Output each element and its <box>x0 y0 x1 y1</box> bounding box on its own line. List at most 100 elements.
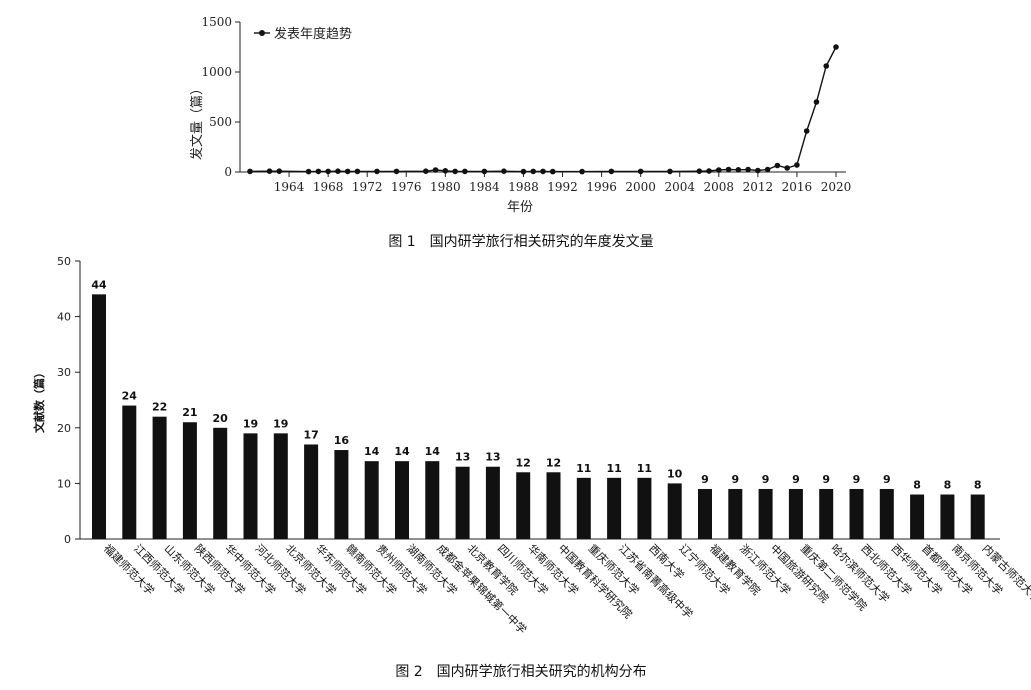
bar <box>395 461 409 539</box>
bar-value-label: 8 <box>944 479 952 492</box>
bar-chart-y-axis-label: 文献数（篇） <box>32 367 46 433</box>
bar <box>364 461 379 539</box>
bar <box>92 294 106 539</box>
bar <box>698 488 712 539</box>
bar-value-label: 9 <box>731 473 739 486</box>
bar <box>758 488 773 539</box>
figure-2-caption: 图 2 国内研学旅行相关研究的机构分布 <box>395 664 646 680</box>
figure-1-caption: 图 1 国内研学旅行相关研究的年度发文量 <box>388 234 653 250</box>
x-tick-label: 1968 <box>313 180 344 194</box>
data-point <box>813 99 820 105</box>
bar-value-label: 13 <box>485 451 500 464</box>
bar <box>910 494 925 539</box>
x-tick-label: 2008 <box>704 180 735 194</box>
bar <box>334 450 349 539</box>
bar-value-label: 24 <box>122 390 138 403</box>
data-point <box>745 166 751 173</box>
bar <box>849 488 864 539</box>
data-point <box>696 168 703 174</box>
legend: 发表年度趋势 <box>254 26 352 42</box>
bar-value-label: 14 <box>364 445 380 458</box>
data-point <box>305 168 312 175</box>
data-point <box>462 168 468 175</box>
bar-value-label: 22 <box>152 401 167 414</box>
bar-value-label: 14 <box>425 445 441 458</box>
bar <box>667 483 682 539</box>
bar <box>485 466 500 539</box>
legend-label: 发表年度趋势 <box>274 26 352 42</box>
bar-value-label: 9 <box>701 473 709 486</box>
bar <box>425 461 440 539</box>
data-point <box>520 168 527 175</box>
y-tick-label: 1000 <box>201 65 232 79</box>
bar <box>122 405 137 539</box>
x-tick-label: 2004 <box>664 180 695 194</box>
data-point <box>423 168 429 174</box>
legend-dot-marker <box>259 30 265 36</box>
bar <box>879 488 894 539</box>
bar <box>213 427 228 539</box>
data-point <box>735 167 742 173</box>
data-point <box>667 168 673 175</box>
data-point <box>247 168 253 175</box>
bar-value-label: 12 <box>546 456 561 469</box>
bar-value-label: 8 <box>913 479 921 492</box>
bar <box>243 433 258 539</box>
series-line <box>249 46 837 173</box>
data-point <box>374 168 380 175</box>
data-point <box>764 166 771 173</box>
data-point <box>344 168 351 175</box>
x-tick-label: 1988 <box>508 180 539 194</box>
x-tick-label: 1964 <box>274 180 305 194</box>
bar-value-label: 9 <box>883 473 891 486</box>
bar-value-label: 14 <box>394 445 410 458</box>
bar-value-label: 12 <box>516 456 531 469</box>
y-tick-label: 10 <box>57 477 71 490</box>
data-point <box>354 168 361 175</box>
bar-value-label: 9 <box>792 473 800 486</box>
x-tick-label: 2020 <box>821 180 852 194</box>
data-point <box>637 168 644 175</box>
x-tick-label: 1980 <box>430 180 461 194</box>
bar <box>516 472 531 539</box>
bar-value-label: 19 <box>243 417 258 430</box>
y-tick-label: 20 <box>57 422 71 435</box>
y-tick-label: 500 <box>209 115 232 129</box>
bar-value-label: 11 <box>637 462 652 475</box>
data-point <box>315 168 322 175</box>
bar <box>455 466 470 539</box>
data-point <box>784 165 790 171</box>
x-tick-label: 1996 <box>586 180 617 194</box>
bar-value-label: 17 <box>303 428 318 441</box>
data-point <box>530 168 537 175</box>
x-tick-label: 1984 <box>469 180 500 194</box>
y-tick-label: 50 <box>57 255 71 268</box>
y-tick-label: 30 <box>57 366 71 379</box>
data-point <box>549 168 556 175</box>
x-tick-label: 1976 <box>391 180 422 194</box>
data-point <box>774 162 781 169</box>
bar-value-label: 10 <box>667 467 683 480</box>
bar-value-label: 16 <box>334 434 350 447</box>
bar <box>970 494 985 539</box>
y-tick-label: 0 <box>64 533 71 546</box>
bar-value-label: 19 <box>273 417 288 430</box>
bar <box>304 444 319 539</box>
bar-value-label: 9 <box>822 473 830 486</box>
bar-value-label: 13 <box>455 451 470 464</box>
y-tick-label: 0 <box>224 165 232 179</box>
bar <box>637 477 652 539</box>
data-point <box>823 63 830 69</box>
data-point <box>442 168 449 174</box>
data-point <box>725 166 732 173</box>
x-tick-label: 2000 <box>625 180 656 194</box>
x-tick-label: 1992 <box>547 180 578 194</box>
bar-value-label: 9 <box>853 473 861 486</box>
bar-value-label: 20 <box>213 412 229 425</box>
data-point <box>393 168 400 175</box>
data-point <box>452 168 458 175</box>
data-point <box>803 128 810 134</box>
x-tick-label: 1972 <box>352 180 383 194</box>
line-chart-x-axis-label: 年份 <box>507 200 533 215</box>
data-point <box>481 168 488 175</box>
